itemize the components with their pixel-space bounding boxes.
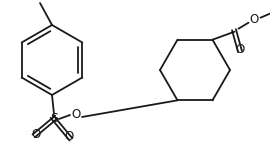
Text: O: O	[64, 130, 74, 142]
Text: S: S	[50, 112, 58, 126]
Text: O: O	[71, 108, 81, 122]
Text: O: O	[250, 13, 259, 26]
Text: O: O	[235, 43, 244, 56]
Text: O: O	[31, 128, 40, 140]
